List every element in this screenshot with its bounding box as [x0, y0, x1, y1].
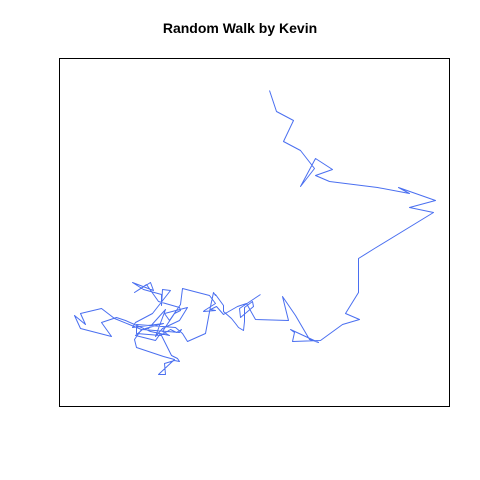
chart-title: Random Walk by Kevin: [162, 20, 318, 36]
series-layer: [74, 90, 436, 375]
plot-frame: [59, 58, 450, 407]
series-line-1: [74, 90, 436, 375]
